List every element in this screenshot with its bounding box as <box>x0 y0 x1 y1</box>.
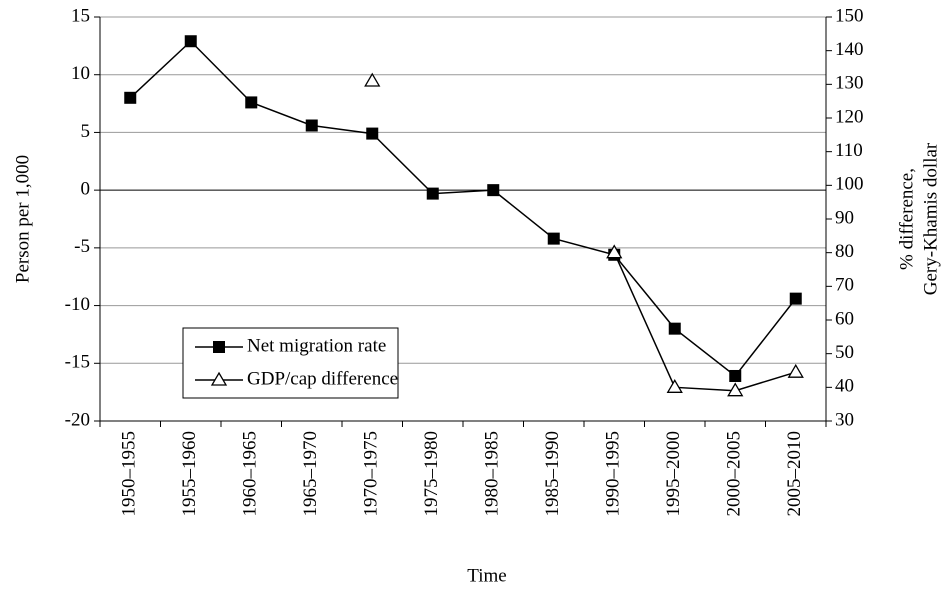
marker <box>666 379 683 393</box>
series-line <box>613 252 796 392</box>
y2-tick-label: 80 <box>835 241 854 262</box>
y-tick-label: 10 <box>71 63 90 84</box>
marker <box>364 72 381 87</box>
y2-tick-label: 140 <box>835 39 864 60</box>
y2-tick-label: 70 <box>835 275 854 296</box>
marker <box>727 382 744 397</box>
y2-tick-label: 130 <box>835 73 864 94</box>
x-tick-label: 1995–2000 <box>663 431 684 517</box>
y2-tick-label: 100 <box>835 174 864 195</box>
marker <box>789 292 802 305</box>
x-tick-label: 1990–1995 <box>603 431 624 517</box>
marker <box>213 341 225 353</box>
y2-tick-label: 90 <box>835 207 854 228</box>
marker <box>426 187 439 200</box>
y2-tick-label: 110 <box>835 140 863 161</box>
x-tick-label: 1965–1970 <box>300 431 321 517</box>
x-tick-label: 1975–1980 <box>421 431 442 517</box>
legend-label: GDP/cap difference <box>247 368 398 389</box>
legend-label: Net migration rate <box>247 335 386 356</box>
y-axis-label: Person per 1,000 <box>12 155 33 283</box>
legend: Net migration rate GDP/cap difference <box>182 327 399 399</box>
marker <box>668 322 681 335</box>
y2-tick-label: 30 <box>835 409 854 430</box>
x-tick-label: 1985–1990 <box>542 431 563 517</box>
y-tick-label: 0 <box>81 179 91 200</box>
x-tick-label: 1980–1985 <box>482 431 503 517</box>
y2-tick-label: 120 <box>835 106 864 127</box>
y-tick-label: 15 <box>71 5 90 26</box>
y2-axis-label: Gery-Khamis dollar <box>920 142 941 295</box>
marker <box>210 371 228 386</box>
marker <box>366 127 379 140</box>
x-tick-label: 1970–1975 <box>361 431 382 517</box>
y-tick-label: -15 <box>65 352 90 373</box>
x-tick-label: 2005–2010 <box>784 431 805 517</box>
marker <box>124 91 137 104</box>
y-tick-label: -5 <box>74 236 90 257</box>
marker <box>606 244 623 259</box>
marker <box>729 369 742 382</box>
marker <box>487 184 500 197</box>
x-tick-label: 1955–1960 <box>179 431 200 517</box>
marker <box>547 232 560 245</box>
y-tick-label: -20 <box>65 409 90 430</box>
x-axis-label: Time <box>467 565 506 586</box>
y-tick-label: -10 <box>65 294 90 315</box>
y-tick-label: 5 <box>81 121 91 142</box>
marker <box>787 363 804 378</box>
marker <box>245 96 258 109</box>
x-tick-label: 1950–1955 <box>119 431 140 517</box>
legend-box <box>182 327 399 399</box>
series-line <box>129 40 797 378</box>
marker <box>305 119 318 132</box>
x-tick-label: 2000–2005 <box>724 431 745 517</box>
y2-axis-label: % difference, <box>896 168 917 270</box>
marker <box>184 35 197 48</box>
y2-tick-label: 60 <box>835 308 854 329</box>
y2-tick-label: 50 <box>835 342 854 363</box>
y2-tick-label: 40 <box>835 376 854 397</box>
x-tick-label: 1960–1965 <box>240 431 261 517</box>
y2-tick-label: 150 <box>835 5 864 26</box>
